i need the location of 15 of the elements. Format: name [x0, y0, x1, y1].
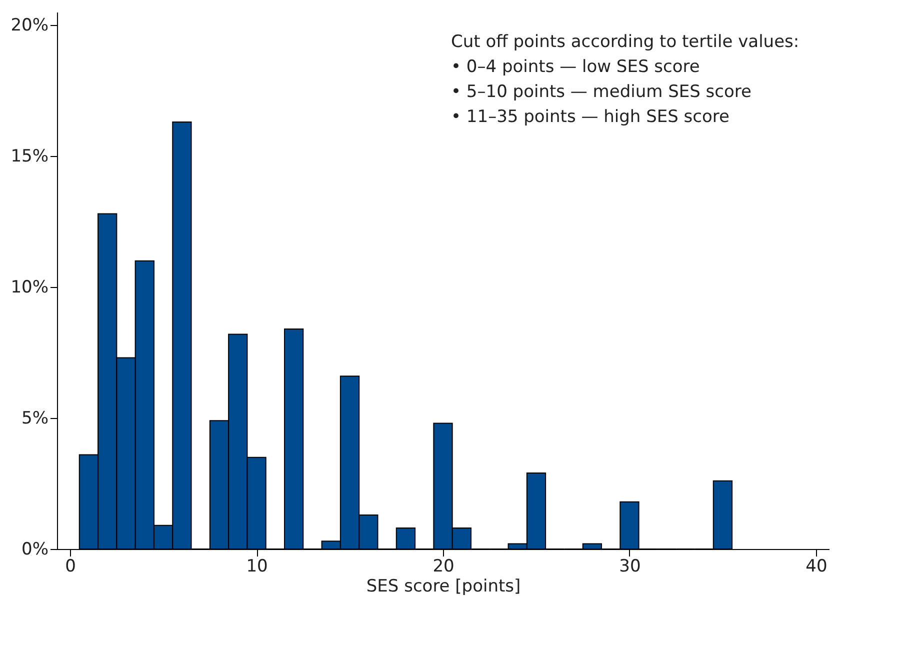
annotation: • 5–10 points — medium SES score — [451, 82, 752, 102]
x-tick-label: 10 — [246, 556, 268, 576]
y-tick-label: 15% — [10, 146, 48, 167]
x-tick-label: 30 — [619, 556, 641, 576]
x-tick-label: 40 — [806, 556, 828, 576]
x-tick-label: 20 — [432, 556, 454, 576]
annotation: • 0–4 points — low SES score — [451, 57, 700, 77]
y-tick-label: 20% — [10, 16, 48, 36]
y-tick-label: 5% — [22, 408, 48, 429]
annotation: Cut off points according to tertile values: — [451, 32, 800, 52]
y-tick-label: 10% — [10, 278, 48, 298]
x-tick-label: 0 — [65, 556, 76, 576]
x-axis-title: SES score [points] — [366, 576, 521, 596]
y-tick-label: 0% — [22, 540, 48, 560]
annotation: • 11–35 points — high SES score — [451, 107, 730, 127]
